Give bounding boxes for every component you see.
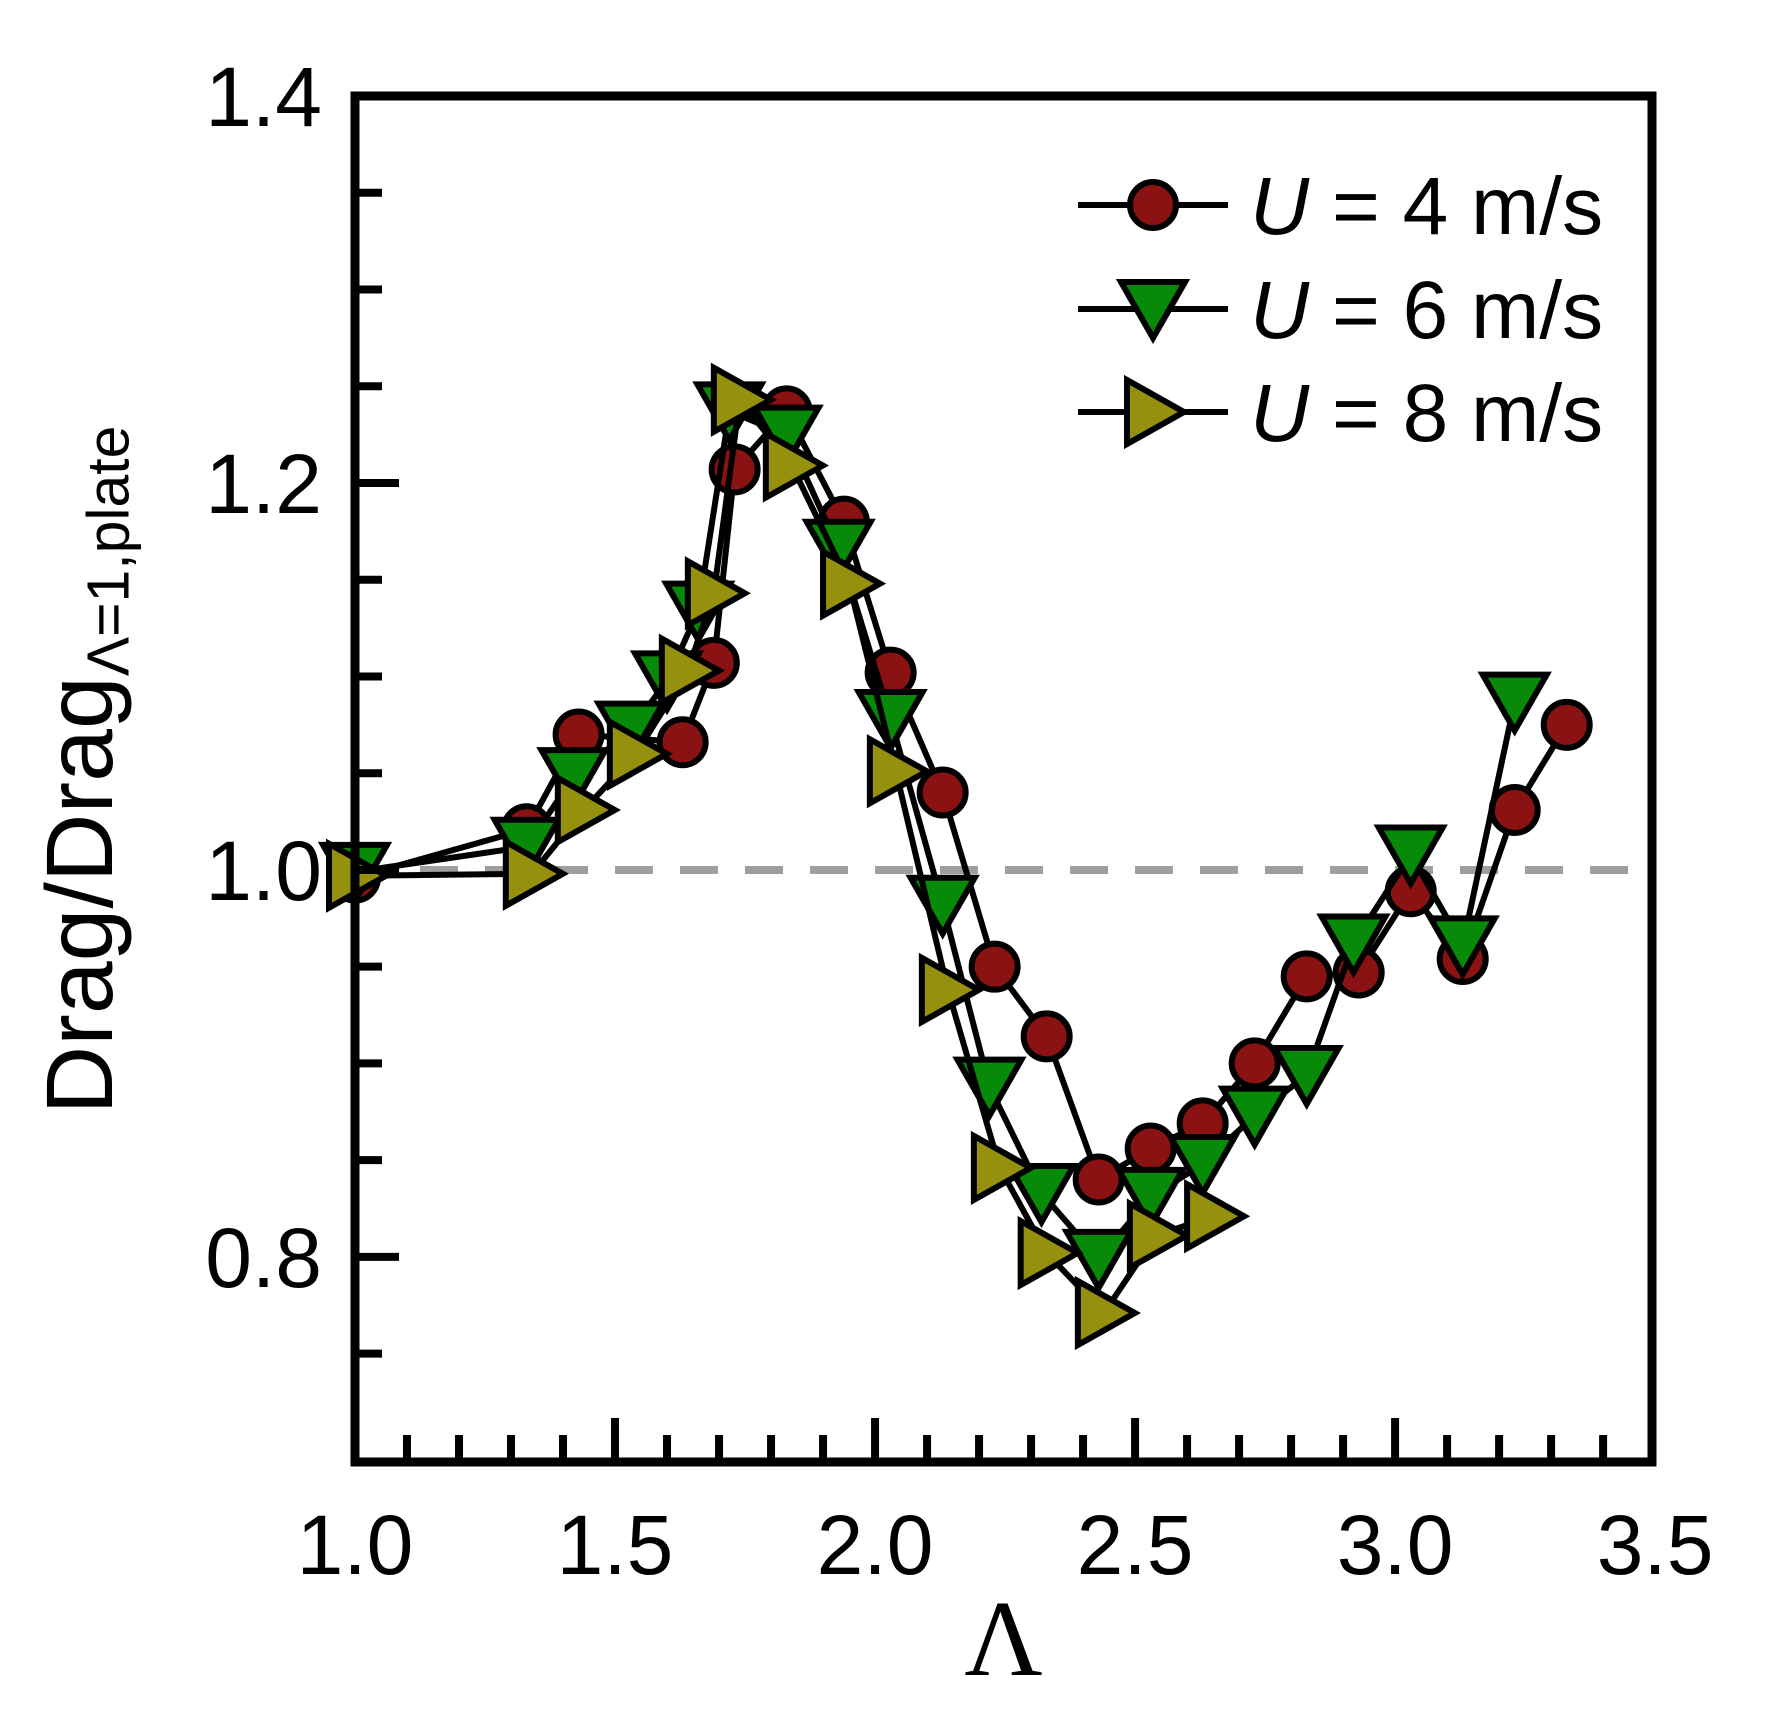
x-tick-label: 1.0 [297,1498,414,1592]
data-point-triangle-down [1165,1134,1240,1200]
data-point-circle [968,940,1021,993]
data-point-triangle-right [1184,1179,1251,1254]
y-axis-title-subscript: Λ=1,plate [76,425,142,677]
series-1 [329,385,1593,1206]
x-tick-label: 1.5 [557,1498,674,1592]
series-2 [317,381,1552,1294]
y-tick-label: 1.2 [205,437,322,531]
x-tick-label: 2.0 [817,1498,934,1592]
data-point-circle [1228,1037,1281,1090]
x-tick-label: 3.0 [1337,1498,1454,1592]
data-point-triangle-right [866,734,933,809]
data-point-triangle-down [1217,1085,1292,1151]
legend-item: U = 6 m/s [1078,265,1603,356]
data-point-triangle-down [1269,1045,1344,1111]
legend-item-label: U = 8 m/s [1250,368,1603,459]
series-3 [326,362,1251,1351]
data-point-circle [1072,1153,1125,1206]
data-point-triangle-down [1115,279,1191,345]
series-line [354,406,1570,1184]
data-point-triangle-down [1004,1163,1079,1229]
legend-item: U = 8 m/s [1078,368,1603,459]
y-tick-label: 1.4 [205,50,322,144]
data-point-triangle-down [1113,1166,1188,1232]
data-point-triangle-right [710,362,777,437]
data-point-triangle-down [1373,824,1448,890]
data-point-triangle-down [952,1056,1027,1122]
data-point-triangle-right [1017,1215,1084,1291]
data-point-triangle-right [1126,1198,1194,1273]
data-point-circle [656,716,709,769]
data-point-triangle-right [918,952,985,1028]
x-tick-label: 2.5 [1077,1498,1194,1592]
x-tick-label: 3.5 [1597,1498,1714,1592]
data-point-triangle-down [1316,913,1391,979]
data-point-triangle-down [853,689,928,755]
data-point-triangle-down [1061,1228,1136,1294]
data-point-triangle-right [762,428,829,503]
data-point-circle [1280,950,1333,1003]
legend-item-label: U = 6 m/s [1250,265,1603,356]
data-point-triangle-right [658,633,725,708]
data-point-circle [1488,783,1541,836]
legend-item: U = 4 m/s [1078,161,1603,252]
y-tick-label: 0.8 [205,1211,322,1305]
data-point-triangle-down [1425,915,1500,981]
data-point-circle [1127,179,1179,231]
axis-ticks [355,188,1608,1462]
tick-labels: 1.0 1.5 2.0 2.5 3.0 3.5 1.4 1.2 1.0 0.8 [205,50,1713,1592]
data-point-triangle-right [502,836,569,911]
y-axis-title-main: Drag/Drag [27,676,133,1115]
plot-frame [350,91,1657,1467]
y-axis-title: Drag/DragΛ=1,plate [15,118,145,1422]
x-axis-title: Λ [964,1580,1043,1699]
data-point-triangle-down [1477,671,1552,737]
data-point-triangle-right [970,1130,1037,1206]
data-point-triangle-right [820,546,887,621]
data-point-triangle-right [1124,374,1191,450]
data-point-triangle-right [684,556,751,631]
data-point-circle [1020,1010,1073,1063]
legend-item-label: U = 4 m/s [1250,161,1603,252]
data-point-triangle-right [1074,1275,1141,1351]
y-tick-label: 1.0 [205,824,322,918]
data-point-circle [1540,698,1593,751]
legend: U = 4 m/s U = 6 m/s U = 8 m/s [1078,161,1603,459]
data-point-circle [916,766,969,819]
data-point-triangle-right [606,716,673,791]
data-point-triangle-right [554,772,621,848]
data-point-circle [1124,1122,1177,1175]
